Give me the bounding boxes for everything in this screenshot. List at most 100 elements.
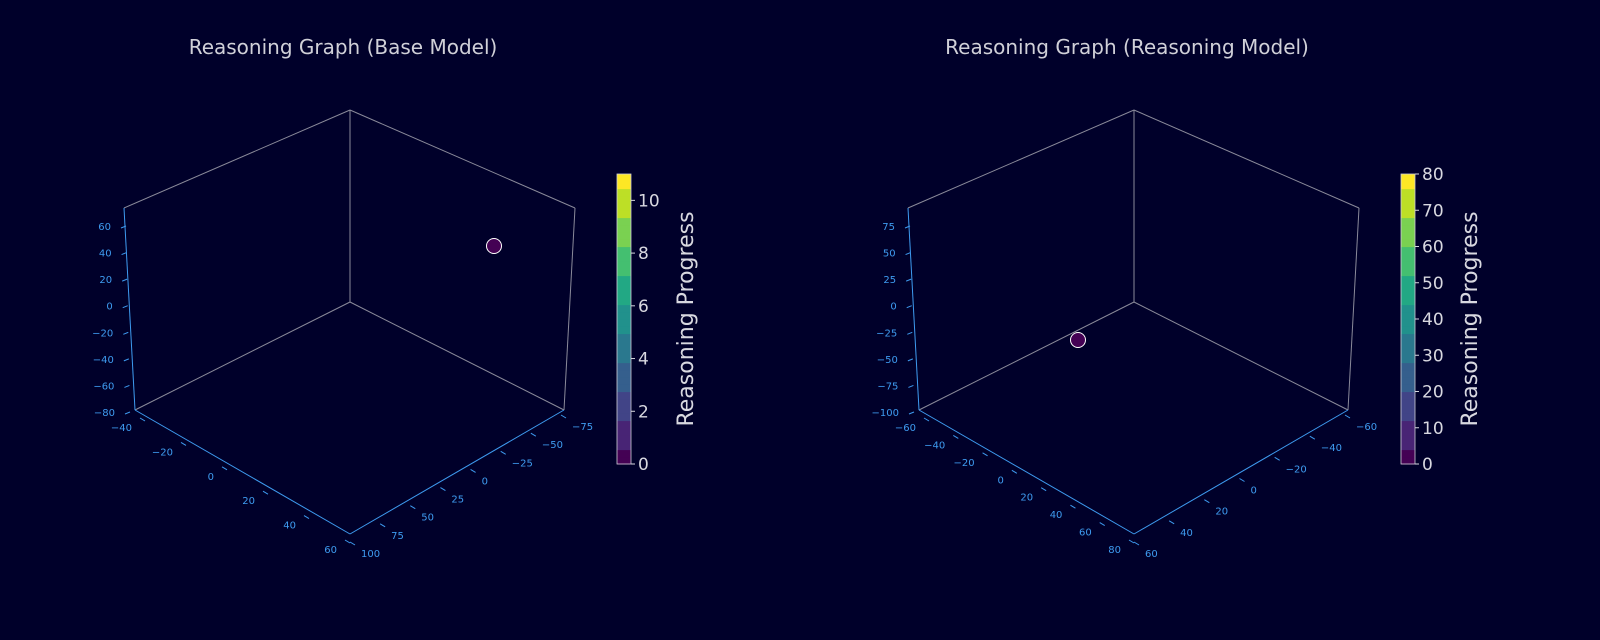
y-tick-label: −20 — [1286, 464, 1307, 475]
colorbar-segment — [1401, 333, 1415, 342]
chart-title: Reasoning Graph (Reasoning Model) — [945, 35, 1309, 59]
colorbar-segment — [1401, 232, 1415, 240]
colorbar-segment — [1401, 268, 1415, 277]
x-tick-label: 40 — [1050, 510, 1063, 521]
colorbar-segment — [1401, 420, 1415, 429]
colorbar-segment — [617, 203, 631, 211]
x-tick-mark — [303, 515, 310, 520]
z-tick-mark — [123, 331, 129, 335]
colorbar-segment — [1401, 174, 1415, 182]
x-axis-line — [918, 409, 1135, 535]
colorbar-segment — [1401, 304, 1415, 313]
colorbar-segment — [1401, 319, 1415, 327]
y-tick-label: 0 — [1251, 486, 1257, 497]
box-edge — [123, 109, 351, 209]
colorbar-segment — [617, 355, 631, 364]
colorbar-segment — [1401, 282, 1415, 291]
data-point[interactable] — [486, 238, 502, 254]
colorbar-segment — [617, 311, 631, 320]
y-tick-mark — [1204, 499, 1210, 504]
z-tick-label: 25 — [883, 275, 896, 286]
x-tick-label: 80 — [1108, 545, 1121, 556]
box-edge — [918, 301, 1135, 411]
x-tick-label: −40 — [111, 423, 132, 434]
x-tick-label: −20 — [152, 447, 173, 458]
colorbar-segment — [1401, 203, 1415, 211]
subplot-1: Reasoning Graph (Base Model)−40−20020406… — [92, 35, 699, 560]
colorbar-tick-label: 0 — [638, 455, 649, 475]
colorbar-segment — [617, 268, 631, 277]
y-tick-mark — [440, 487, 446, 492]
x-tick-label: 60 — [324, 545, 337, 556]
colorbar-segment — [617, 398, 631, 407]
data-point[interactable] — [1070, 332, 1086, 348]
z-tick-mark — [904, 225, 911, 229]
z-tick-mark — [124, 384, 130, 388]
x-tick-label: 0 — [208, 472, 214, 483]
x-tick-label: 20 — [242, 496, 255, 507]
z-tick-label: 60 — [98, 222, 111, 233]
colorbar-segment — [617, 261, 631, 269]
y-tick-label: 50 — [421, 513, 434, 524]
y-tick-label: −75 — [572, 422, 593, 433]
z-tick-label: −60 — [93, 381, 114, 392]
colorbar-segment — [1401, 311, 1415, 320]
colorbar-tick-label: 0 — [1422, 455, 1433, 475]
z-tick-mark — [905, 252, 911, 256]
y-tick-mark — [1239, 478, 1245, 482]
colorbar-segment — [617, 333, 631, 342]
colorbar-segment — [1401, 340, 1415, 349]
colorbar-tick-label: 10 — [638, 191, 660, 211]
chart-title: Reasoning Graph (Base Model) — [189, 35, 498, 59]
colorbar-segment — [1401, 275, 1415, 284]
y-tick-label: −40 — [1321, 443, 1342, 454]
colorbar-segment — [1401, 246, 1415, 255]
y-tick-label: −60 — [1356, 422, 1377, 433]
y-tick-mark — [410, 505, 416, 510]
colorbar-segment — [1401, 348, 1415, 356]
y-tick-label: −50 — [542, 440, 563, 451]
y-tick-label: 100 — [361, 549, 380, 560]
colorbar-segment — [1401, 188, 1415, 197]
colorbar-segment — [1401, 261, 1415, 269]
colorbar-segment — [1401, 406, 1415, 414]
y-tick-mark — [349, 541, 356, 546]
x-tick-label: 60 — [1079, 528, 1092, 539]
y-tick-mark — [470, 468, 476, 473]
box-edge — [349, 109, 576, 209]
colorbar-segment — [1401, 435, 1415, 443]
colorbar-segment — [617, 326, 631, 335]
z-tick-label: 0 — [890, 302, 896, 313]
colorbar-tick-label: 4 — [638, 350, 649, 370]
colorbar-segment — [617, 217, 631, 226]
colorbar-segment — [1401, 442, 1415, 451]
y-tick-mark — [1274, 456, 1280, 461]
y-tick-mark — [560, 414, 567, 419]
z-tick-label: −100 — [872, 408, 899, 419]
x-tick-mark — [1128, 539, 1135, 544]
z-tick-mark — [123, 358, 130, 362]
colorbar-frame — [616, 173, 632, 465]
y-tick-mark — [530, 432, 537, 437]
colorbar-tick-label: 10 — [1422, 419, 1444, 439]
colorbar-tick-label: 40 — [1422, 310, 1444, 330]
x-tick-mark — [923, 417, 930, 422]
colorbar-segment — [1401, 181, 1415, 190]
colorbar-segment — [617, 319, 631, 327]
z-tick-mark — [908, 384, 914, 388]
colorbar-segment — [1401, 362, 1415, 371]
colorbar-segment — [1401, 290, 1415, 298]
z-tick-mark — [908, 411, 915, 415]
colorbar-tick-label: 8 — [638, 244, 649, 264]
y-tick-mark — [1168, 520, 1175, 525]
colorbar-segment — [617, 181, 631, 190]
y-tick-label: 25 — [451, 495, 464, 506]
y-axis-line — [1133, 409, 1349, 535]
z-tick-label: 0 — [106, 302, 112, 313]
colorbar-segment — [617, 377, 631, 385]
box-edge — [563, 207, 576, 411]
colorbar-tick-label: 80 — [1422, 165, 1444, 185]
colorbar-segment — [1401, 217, 1415, 226]
colorbar-segment — [617, 239, 631, 248]
